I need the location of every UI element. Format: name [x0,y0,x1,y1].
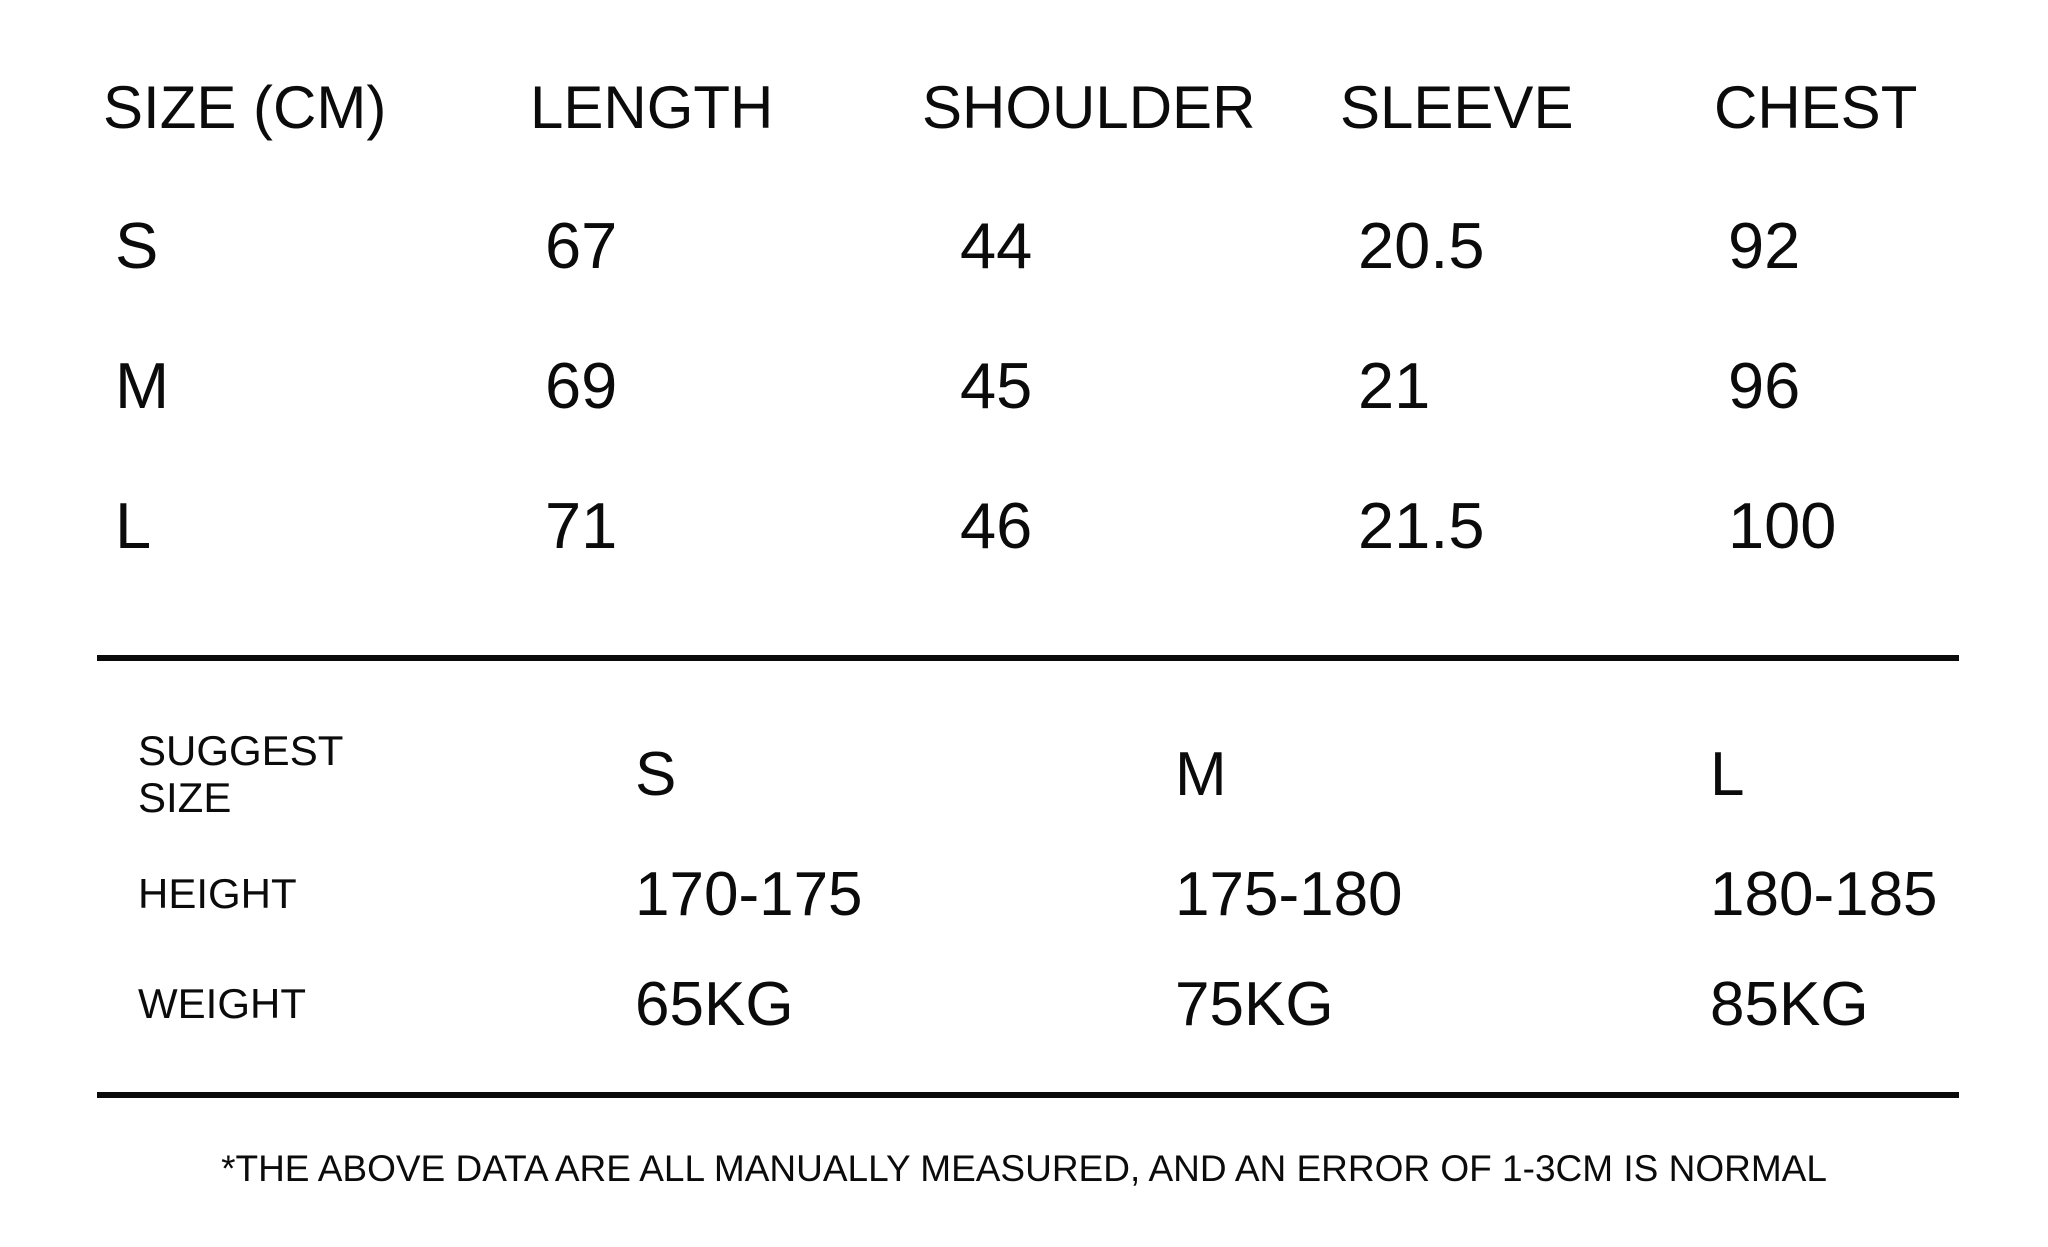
suggest-table: SUGGEST SIZE S M L HEIGHT 170-175 175-18… [138,709,1974,1059]
height-row-label: HEIGHT [138,870,297,918]
suggest-size-l: L [1710,739,1745,809]
suggest-size-s: S [635,739,677,809]
row-l-shoulder-value: 46 [960,488,1033,562]
row-m-length-value: 69 [545,348,618,422]
column-header-length: LENGTH [530,74,774,141]
measurement-table: SIZE (CM) LENGTH SHOULDER SLEEVE CHEST S… [103,40,1974,595]
row-s-shoulder-value: 44 [960,208,1033,282]
height-value-s: 170-175 [635,859,863,929]
column-header-size-unit: SIZE (CM) [103,74,387,141]
row-l-sleeve-value: 21.5 [1358,488,1485,562]
row-m-chest-value: 96 [1728,348,1801,422]
divider-line-top [97,655,1959,661]
column-header-chest: CHEST [1714,74,1918,141]
height-value-m: 175-180 [1175,859,1403,929]
row-s-length-value: 67 [545,208,618,282]
row-s-chest-value: 92 [1728,208,1801,282]
measurement-disclaimer-footnote: *THE ABOVE DATA ARE ALL MANUALLY MEASURE… [221,1148,1827,1189]
column-header-shoulder: SHOULDER [922,74,1256,141]
row-m-shoulder-value: 45 [960,348,1033,422]
row-m-sleeve-value: 21 [1358,348,1431,422]
row-s-size-label: S [115,208,159,282]
weight-row-label: WEIGHT [138,980,306,1028]
divider-line-bottom [97,1092,1959,1098]
row-l-size-label: L [115,488,152,562]
suggest-size-m: M [1175,739,1227,809]
row-l-chest-value: 100 [1728,488,1837,562]
row-m-size-label: M [115,348,170,422]
height-value-l: 180-185 [1710,859,1938,929]
row-l-length-value: 71 [545,488,618,562]
weight-value-m: 75KG [1175,969,1334,1039]
weight-value-l: 85KG [1710,969,1869,1039]
column-header-sleeve: SLEEVE [1340,74,1574,141]
suggest-size-row-label: SUGGEST SIZE [138,726,343,821]
weight-value-s: 65KG [635,969,794,1039]
row-s-sleeve-value: 20.5 [1358,208,1485,282]
